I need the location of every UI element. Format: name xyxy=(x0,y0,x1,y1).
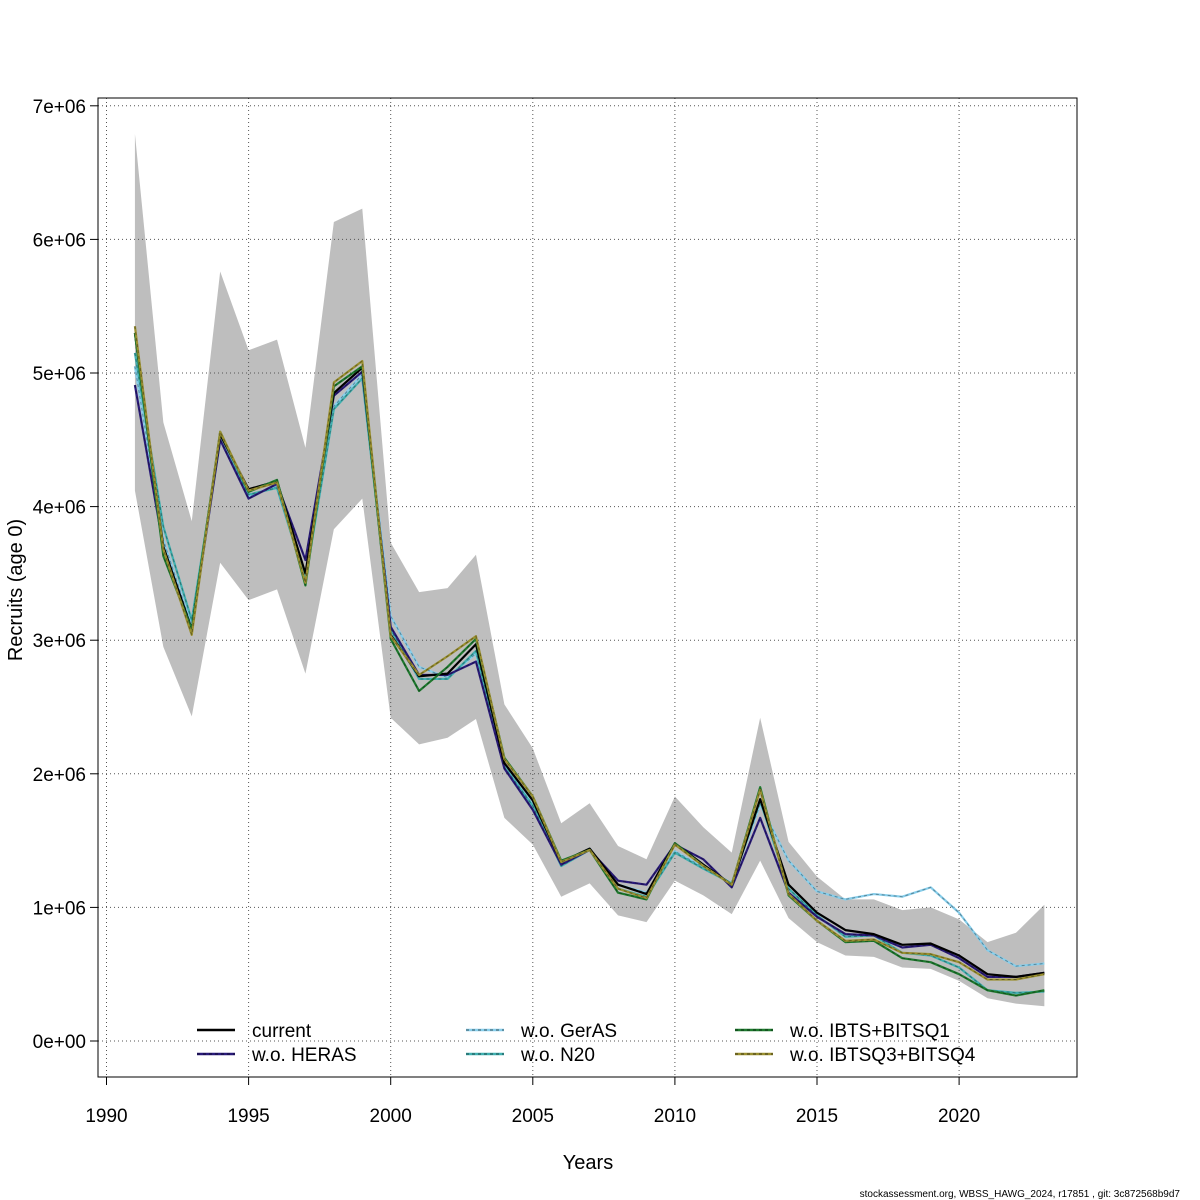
series-line-w-o-ibtsq3-bitsq4 xyxy=(133,326,1045,981)
x-axis-title: Years xyxy=(563,1152,613,1174)
y-tick-label: 1e+06 xyxy=(33,898,86,919)
x-tick-label: 2010 xyxy=(654,1106,696,1127)
legend-label-w-o-ibtsq3-bitsq4: w.o. IBTSQ3+BITSQ4 xyxy=(789,1045,976,1066)
y-tick-label: 7e+06 xyxy=(33,97,86,118)
y-tick-label: 5e+06 xyxy=(33,364,86,385)
legend-label-current: current xyxy=(252,1021,312,1042)
x-tick-label: 2000 xyxy=(370,1106,412,1127)
legend: current w.o. GerAS w.o. IBTS+BITSQ1 w.o. HE… xyxy=(197,1021,976,1066)
y-axis-title: Recruits (age 0) xyxy=(5,519,27,661)
legend-label-w-o-heras: w.o. HERAS xyxy=(251,1045,357,1066)
y-tick-label: 2e+06 xyxy=(33,765,86,786)
y-tick-label: 0e+00 xyxy=(33,1032,86,1053)
series-dash-overlay xyxy=(134,326,1045,981)
legend-label-w-o-geras: w.o. GerAS xyxy=(520,1021,617,1042)
x-tick-label: 1995 xyxy=(227,1106,269,1127)
confidence-band-layer xyxy=(134,133,1045,1007)
legend-label-w-o-ibts-bitsq1: w.o. IBTS+BITSQ1 xyxy=(789,1021,950,1042)
confidence-band xyxy=(134,133,1045,1007)
axis-layer: 1990 1995 2000 2005 2010 2015 2020 0e+00 1e+06 2e… xyxy=(33,97,981,1127)
y-tick-label: 6e+06 xyxy=(33,230,86,251)
series-layer xyxy=(133,326,1045,997)
y-tick-label: 3e+06 xyxy=(33,631,86,652)
x-tick-label: 1990 xyxy=(85,1106,127,1127)
x-tick-label: 2015 xyxy=(796,1106,838,1127)
x-tick-label: 2020 xyxy=(938,1106,980,1127)
footer-text: stockassessment.org, WBSS_HAWG_2024, r17… xyxy=(860,1189,1181,1200)
legend-label-w-o-n20: w.o. N20 xyxy=(520,1045,595,1066)
y-tick-label: 4e+06 xyxy=(33,498,86,519)
x-tick-label: 2005 xyxy=(512,1106,554,1127)
